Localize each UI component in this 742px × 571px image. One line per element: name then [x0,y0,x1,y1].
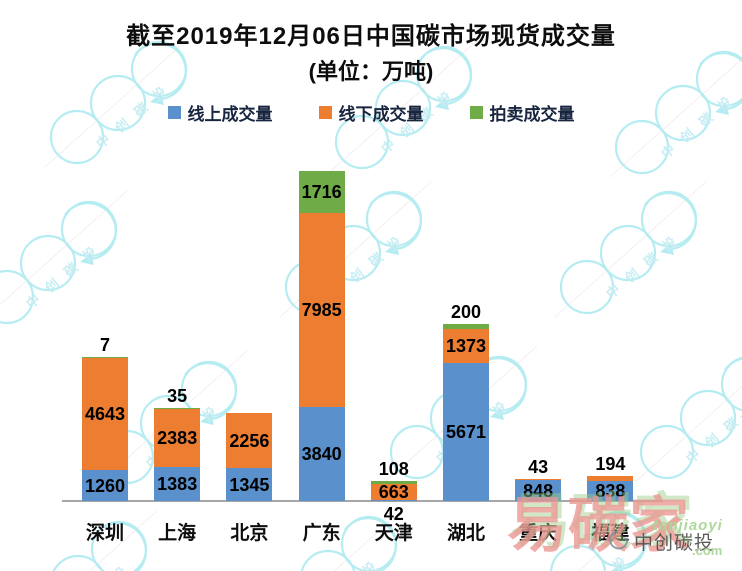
category-label: 上海 [158,523,197,544]
bar-segment [370,499,417,501]
x-axis-line [62,500,663,502]
data-label: 2383 [157,428,198,449]
legend-swatch-icon [318,106,332,119]
data-label: 838 [595,480,626,501]
legend-swatch-icon [469,106,483,119]
data-label: 1260 [84,475,126,496]
legend-swatch-icon [167,106,181,119]
data-label: 108 [378,459,409,480]
legend: 线上成交量 线下成交量 拍卖成交量 [0,100,742,125]
category-label: 天津 [374,523,413,544]
data-label: 1345 [229,474,270,495]
category-label: 深圳 [85,523,124,544]
data-label: 200 [450,302,482,323]
bar-segment [587,475,634,481]
category-label: 湖北 [446,523,485,544]
bar-segment [370,483,417,500]
data-label: 1716 [301,181,342,202]
legend-label: 线上成交量 [187,105,273,124]
data-label: 663 [378,481,409,502]
data-label: 4643 [84,403,126,424]
bar-segment [443,324,489,330]
bar-segment [82,356,128,358]
data-label: 848 [523,480,554,501]
bar-segment [587,480,634,501]
legend-label: 线下成交量 [338,105,424,124]
category-label: 北京 [230,523,269,544]
data-label: 43 [528,457,549,478]
category-label: 重庆 [519,523,558,544]
data-label: 2256 [229,430,270,451]
bar-segment [154,408,201,410]
legend-item: 线下成交量 [318,100,424,125]
chart-subtitle: (单位：万吨) [308,59,434,84]
data-label: 5671 [445,421,487,442]
bar-segment [515,479,562,481]
data-label: 1383 [157,474,198,495]
bar-segment [515,480,562,501]
data-label: 7985 [301,300,342,321]
category-label: 福建 [591,523,630,544]
data-label: 1373 [445,336,487,357]
legend-item: 拍卖成交量 [469,100,575,125]
data-label: 35 [167,386,188,407]
data-label: 3840 [301,444,342,465]
data-label: 194 [595,453,626,474]
chart-title: 截至2019年12月06日中国碳市场现货成交量 [126,23,616,50]
bar-segment [370,481,417,484]
legend-item: 线上成交量 [167,100,273,125]
data-label: 7 [99,334,110,355]
bar-segment [298,407,345,501]
category-label: 广东 [302,523,341,544]
legend-label: 拍卖成交量 [489,105,575,124]
